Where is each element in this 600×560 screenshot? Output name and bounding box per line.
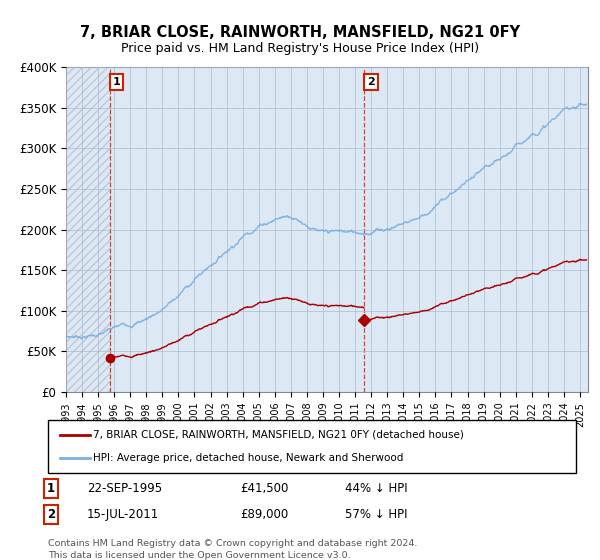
- Text: 1: 1: [113, 77, 121, 87]
- Text: 1: 1: [47, 482, 55, 496]
- Text: 2: 2: [47, 507, 55, 521]
- Text: 7, BRIAR CLOSE, RAINWORTH, MANSFIELD, NG21 0FY (detached house): 7, BRIAR CLOSE, RAINWORTH, MANSFIELD, NG…: [93, 430, 464, 440]
- Text: Contains HM Land Registry data © Crown copyright and database right 2024.
This d: Contains HM Land Registry data © Crown c…: [48, 539, 418, 559]
- Text: Price paid vs. HM Land Registry's House Price Index (HPI): Price paid vs. HM Land Registry's House …: [121, 42, 479, 55]
- Text: £89,000: £89,000: [240, 507, 288, 521]
- Text: HPI: Average price, detached house, Newark and Sherwood: HPI: Average price, detached house, Newa…: [93, 453, 403, 463]
- Text: 2: 2: [367, 77, 375, 87]
- Text: 22-SEP-1995: 22-SEP-1995: [87, 482, 162, 496]
- Text: 57% ↓ HPI: 57% ↓ HPI: [345, 507, 407, 521]
- Text: 44% ↓ HPI: 44% ↓ HPI: [345, 482, 407, 496]
- Text: 7, BRIAR CLOSE, RAINWORTH, MANSFIELD, NG21 0FY: 7, BRIAR CLOSE, RAINWORTH, MANSFIELD, NG…: [80, 25, 520, 40]
- Text: 15-JUL-2011: 15-JUL-2011: [87, 507, 159, 521]
- Text: £41,500: £41,500: [240, 482, 289, 496]
